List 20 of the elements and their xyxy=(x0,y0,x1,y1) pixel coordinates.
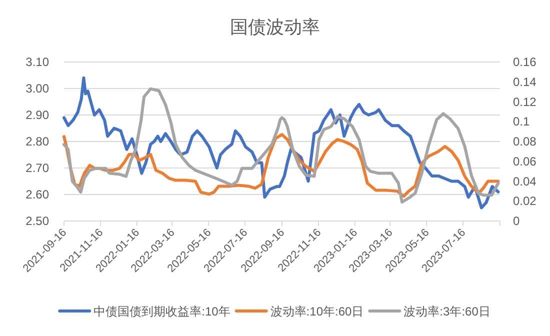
y2-tick-label: 0.12 xyxy=(513,94,537,109)
chart-title: 国债波动率 xyxy=(230,17,320,37)
y2-tick-label: 0.08 xyxy=(513,134,537,148)
y2-tick-label: 0.14 xyxy=(513,74,537,89)
y-tick-label: 2.80 xyxy=(26,134,50,148)
y2-tick-label: 0.02 xyxy=(513,194,537,208)
y2-tick-label: 0.06 xyxy=(513,154,537,168)
y-tick-label: 3.00 xyxy=(26,82,50,96)
y-tick-label: 2.50 xyxy=(26,214,50,228)
legend-label: 波动率:10年:60日 xyxy=(270,304,364,318)
legend-label: 中债国债到期收益率:10年 xyxy=(94,304,230,318)
y-tick-label: 2.70 xyxy=(26,161,50,175)
y2-tick-label: 0.04 xyxy=(513,174,537,188)
y2-tick-label: 0.1 xyxy=(513,114,530,129)
y-tick-label: 2.60 xyxy=(26,188,50,202)
y-tick-label: 3.10 xyxy=(26,55,50,69)
y-tick-label: 2.90 xyxy=(26,108,50,122)
y2-tick-label: 0 xyxy=(513,214,520,228)
legend-label: 波动率:3年:60日 xyxy=(404,304,490,318)
y2-tick-label: 0.16 xyxy=(513,55,537,69)
